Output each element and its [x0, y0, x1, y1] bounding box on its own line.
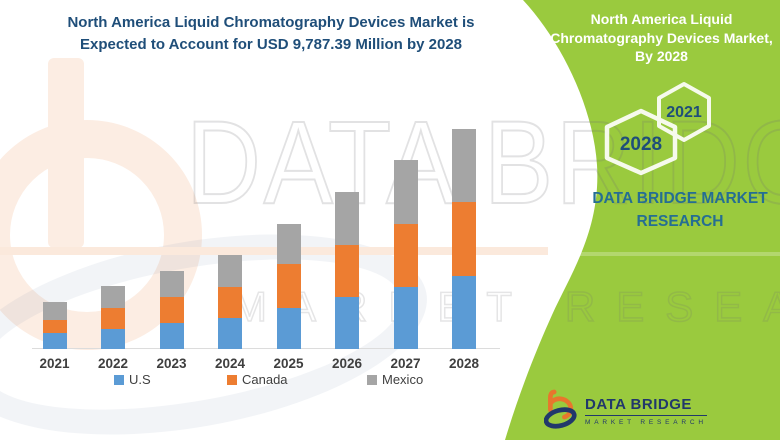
logo-navy-swoosh: [544, 407, 577, 429]
brand-text: DATA BRIDGE MARKET RESEARCH: [592, 190, 768, 230]
bar-2021: [42, 302, 67, 349]
x-tick-2028: 2028: [448, 356, 480, 371]
bar-2025: [276, 224, 301, 349]
hexagon-2028: [604, 108, 678, 176]
hexagon-2028-label: 2028: [619, 134, 663, 155]
segment-us: [101, 329, 125, 349]
logo-subtitle: MARKET RESEARCH: [585, 419, 707, 426]
x-tick-2023: 2023: [156, 356, 187, 371]
side-panel-title: North America Liquid Chromatography Devi…: [550, 11, 773, 64]
x-tick-2027: 2027: [390, 356, 421, 371]
watermark-stripe-on-green: [548, 252, 780, 256]
hexagon-2021-label: 2021: [666, 104, 702, 121]
segment-canada: [218, 287, 242, 318]
logo-text-block: DATA BRIDGE MARKET RESEARCH: [585, 396, 707, 426]
segment-mexico: [452, 129, 476, 202]
bar-2024: [218, 255, 242, 349]
logo-name: DATA BRIDGE: [585, 396, 707, 416]
segment-canada: [335, 245, 359, 297]
segment-us: [393, 287, 418, 349]
legend-label: Canada: [242, 372, 288, 387]
segment-mexico: [101, 286, 125, 308]
segment-us: [42, 333, 67, 349]
segment-us: [159, 323, 184, 349]
bar-2028: [452, 129, 476, 349]
x-tick-2022: 2022: [97, 356, 129, 371]
segment-mexico: [393, 160, 418, 224]
segment-mexico: [218, 255, 242, 287]
bar-2022: [101, 286, 125, 349]
segment-us: [335, 297, 359, 349]
segment-canada: [42, 320, 67, 333]
segment-mexico: [276, 224, 301, 264]
watermark-text-databridge: DATA BRIDGE: [185, 96, 780, 230]
x-tick-2021: 2021: [39, 356, 70, 371]
legend-swatch-icon: [114, 374, 124, 385]
x-tick-2025: 2025: [273, 356, 304, 371]
segment-us: [276, 308, 301, 349]
segment-mexico: [335, 192, 359, 245]
legend-item-canada: Canada: [227, 372, 288, 387]
legend-item-us: U.S: [114, 372, 151, 387]
segment-us: [218, 318, 242, 349]
databridge-logo-icon: [544, 389, 577, 429]
segment-mexico: [42, 302, 67, 320]
legend-label: U.S: [129, 372, 151, 387]
segment-us: [452, 276, 476, 349]
bar-2027: [393, 160, 418, 349]
bar-2026: [335, 192, 359, 349]
watermark-text-marketresearch: MARKET RESEARCH: [231, 282, 780, 331]
legend-label: Mexico: [382, 372, 424, 387]
legend-item-mexico: Mexico: [367, 372, 423, 387]
green-panel-shape: [505, 0, 780, 440]
chart-title: North America Liquid Chromatography Devi…: [67, 14, 475, 53]
x-axis-line: [32, 348, 500, 349]
legend-swatch-icon: [227, 374, 237, 385]
segment-mexico: [159, 271, 184, 297]
x-tick-2024: 2024: [214, 356, 246, 371]
legend-swatch-icon: [367, 374, 377, 385]
logo-orange-swoosh: [548, 389, 574, 420]
databridge-logo: DATA BRIDGE MARKET RESEARCH: [544, 388, 707, 430]
segment-canada: [101, 308, 125, 329]
hexagon-2021: [657, 82, 711, 142]
segment-canada: [159, 297, 184, 323]
watermark-stripe: [0, 247, 548, 255]
segment-canada: [276, 264, 301, 308]
x-tick-2026: 2026: [331, 356, 363, 371]
segment-canada: [452, 202, 476, 276]
bar-2023: [159, 271, 184, 349]
segment-canada: [393, 224, 418, 287]
chart-legend: U.S Canada Mexico: [0, 372, 780, 392]
